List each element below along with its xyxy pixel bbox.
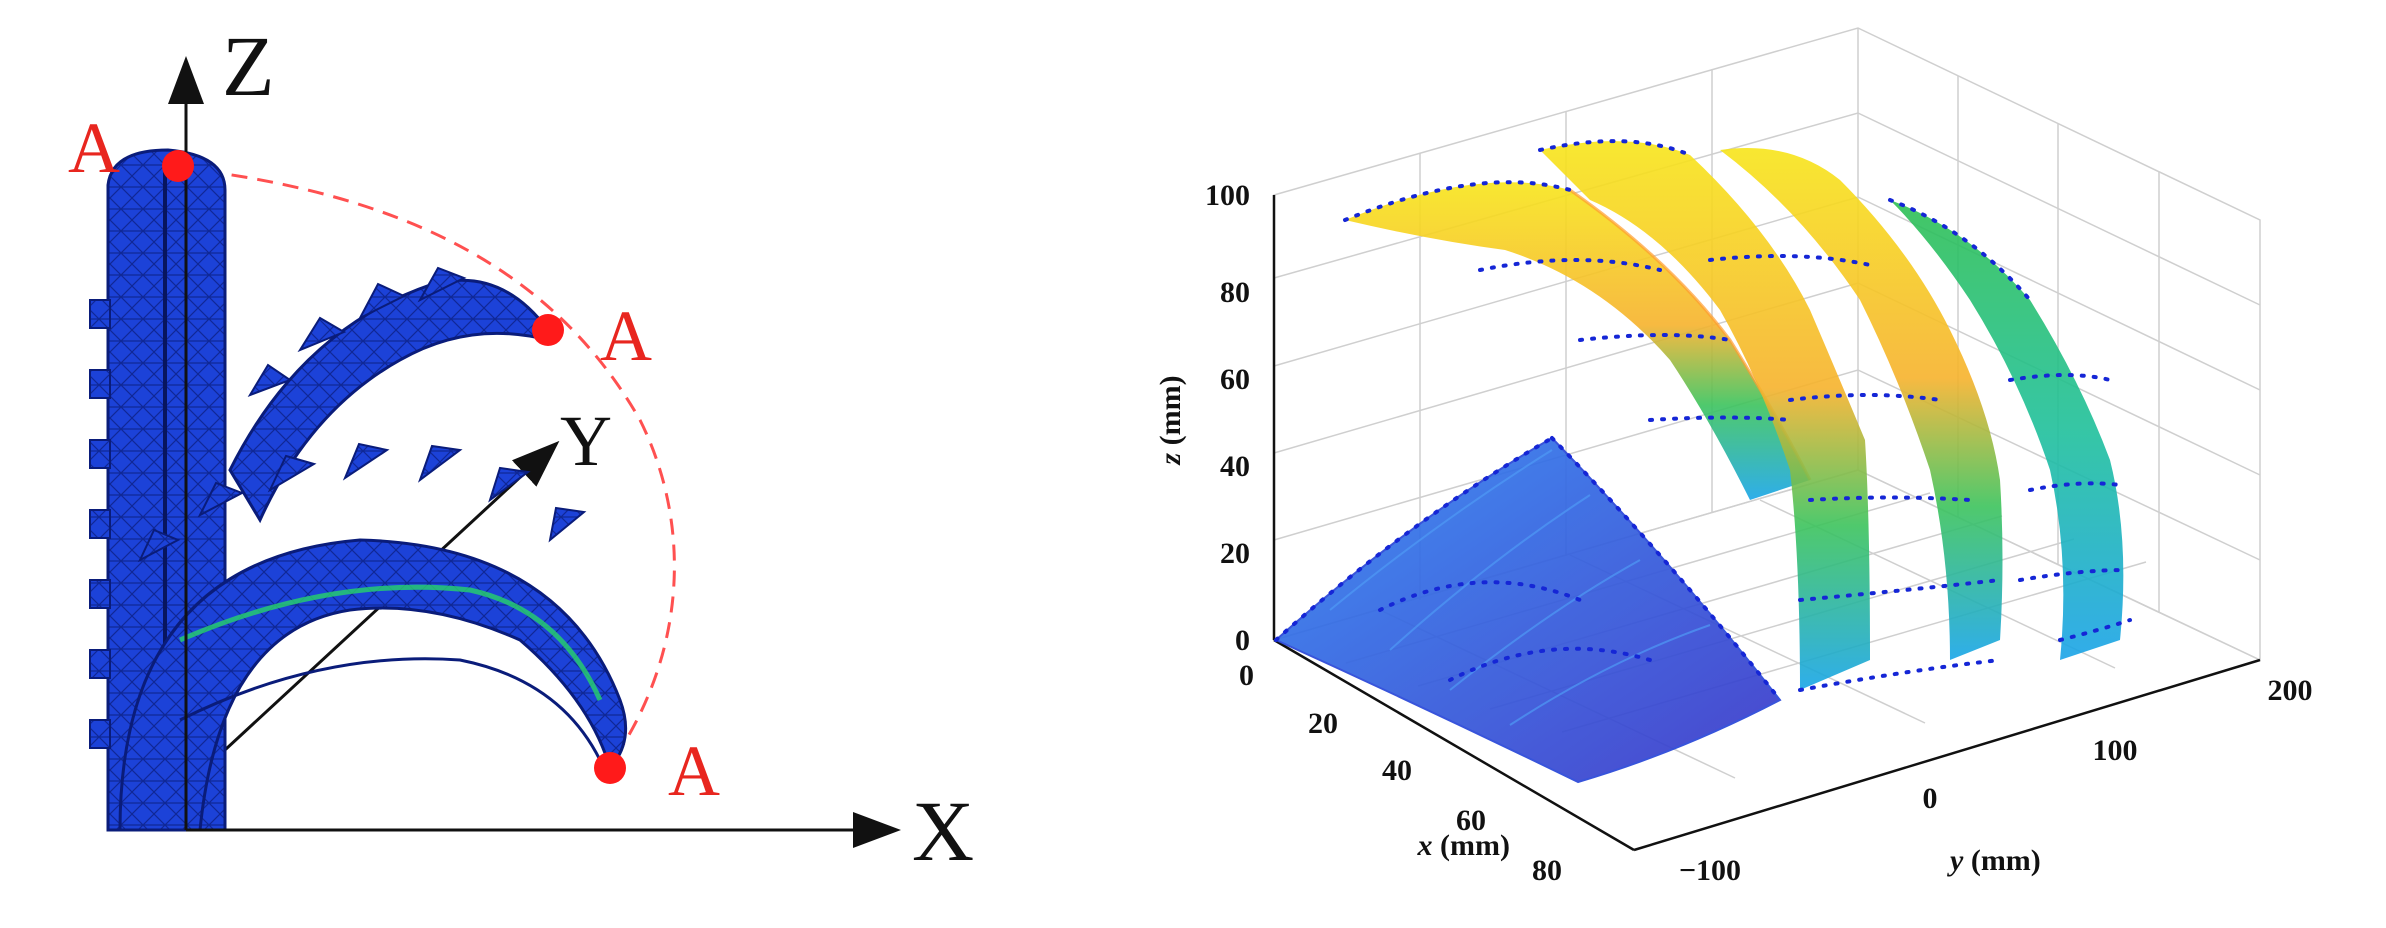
z-axis-var: z	[1154, 453, 1187, 466]
trajectory-arc	[179, 166, 676, 766]
z-ticks: 0 20 40 60 80 100	[1205, 179, 1250, 657]
x-axis-title: x (mm)	[1417, 829, 1510, 862]
z-axis-label: Z	[222, 18, 275, 114]
z-tick-0: 0	[1235, 624, 1250, 657]
x-tick-20: 20	[1308, 707, 1338, 740]
z-tick-40: 40	[1220, 450, 1250, 483]
surface-nodes	[1274, 139, 2132, 702]
point-a-middle-label: A	[600, 296, 652, 376]
y-tick-0: 0	[1923, 782, 1938, 815]
x-ticks: 0 20 40 60 80	[1239, 659, 1562, 887]
point-a-top	[162, 150, 194, 182]
point-a-middle	[532, 314, 564, 346]
x-axis-label: X	[912, 783, 974, 879]
middle-actuator	[228, 266, 550, 524]
x-tick-40: 40	[1382, 754, 1412, 787]
point-a-bottom	[594, 752, 626, 784]
x-axis-unit: (mm)	[1440, 829, 1510, 862]
y-axis-var: y	[1947, 844, 1964, 877]
z-axis-title: z (mm)	[1154, 375, 1187, 465]
point-a-top-label: A	[68, 108, 120, 188]
z-axis-unit: (mm)	[1154, 375, 1187, 445]
z-tick-80: 80	[1220, 276, 1250, 309]
x-axis-var: x	[1417, 829, 1433, 862]
surface-yellow-mid	[1540, 141, 1870, 691]
surface-yellow-back	[1720, 148, 2003, 660]
z-tick-20: 20	[1220, 537, 1250, 570]
z-tick-100: 100	[1205, 179, 1250, 212]
y-axis-unit: (mm)	[1971, 844, 2041, 877]
axis-lines	[1272, 195, 2261, 852]
surface-blue	[1274, 436, 1782, 784]
y-axis-label: Y	[560, 401, 612, 481]
actuator-diagram: Z Y X A A A	[0, 0, 1150, 923]
y-ticks: −100 0 100 200	[1679, 674, 2313, 887]
x-tick-0: 0	[1239, 659, 1254, 692]
y-tick-100: 100	[2093, 734, 2138, 767]
point-a-bottom-label: A	[668, 731, 720, 811]
bottom-actuator	[118, 442, 628, 832]
y-tick-200: 200	[2268, 674, 2313, 707]
y-axis-title: y (mm)	[1947, 844, 2041, 877]
surface-plot: 0 20 40 60 80 100 0 20 40 60 80 −100 0 1…	[1150, 0, 2386, 923]
z-tick-60: 60	[1220, 363, 1250, 396]
surface-green	[1890, 200, 2124, 660]
x-tick-60: 60	[1456, 804, 1486, 837]
x-tick-80: 80	[1532, 854, 1562, 887]
surface-plot-svg: 0 20 40 60 80 100 0 20 40 60 80 −100 0 1…	[1154, 27, 2313, 887]
actuator-diagram-svg: Z Y X A A A	[68, 18, 974, 879]
y-tick-neg100: −100	[1679, 854, 1741, 887]
